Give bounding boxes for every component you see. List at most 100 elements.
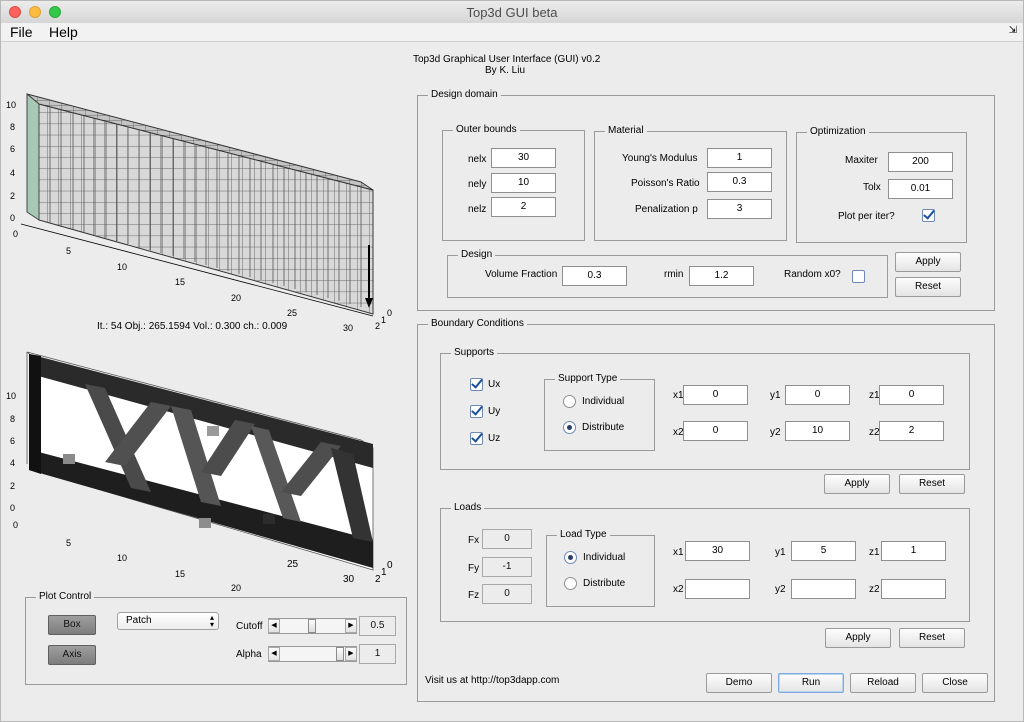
bottom-plot[interactable]: 10 8 6 4 2 0 0 5 10 15 20 — [1, 342, 401, 592]
window-title: Top3d GUI beta — [466, 5, 558, 20]
nely-label: nely — [468, 179, 487, 190]
demo-button[interactable]: Demo — [706, 673, 772, 693]
fz-label: Fz — [468, 590, 480, 601]
rmin-input[interactable]: 1.2 — [689, 266, 754, 286]
load-x1-input[interactable]: 30 — [685, 541, 750, 561]
plot-per-iter-checkbox[interactable] — [922, 209, 935, 222]
y-tick: 4 — [10, 168, 15, 178]
alpha-slider[interactable]: ◀ ▶ — [268, 646, 357, 662]
nely-input[interactable]: 10 — [491, 173, 556, 193]
render-mode-value: Patch — [126, 615, 152, 626]
uz-checkbox[interactable] — [470, 432, 483, 445]
support-z1-label: z1 — [869, 390, 880, 401]
support-individual-label: Individual — [582, 396, 625, 407]
poisson-input[interactable]: 0.3 — [707, 172, 772, 192]
slider-right-arrow-icon[interactable]: ▶ — [345, 647, 357, 661]
outer-bounds-title: Outer bounds — [453, 124, 520, 136]
support-z1-input[interactable]: 0 — [879, 385, 944, 405]
penalization-label: Penalization p — [635, 204, 698, 215]
slider-right-arrow-icon[interactable]: ▶ — [345, 619, 357, 633]
loads-apply-button[interactable]: Apply — [825, 628, 891, 648]
support-distribute-radio[interactable] — [563, 421, 576, 434]
x-tick: 10 — [117, 262, 127, 272]
box-toggle-button[interactable]: Box — [48, 615, 96, 635]
menu-file[interactable]: File — [10, 24, 33, 40]
menu-help[interactable]: Help — [49, 24, 78, 40]
supports-apply-button[interactable]: Apply — [824, 474, 890, 494]
support-y2-label: y2 — [770, 427, 781, 438]
cutoff-slider[interactable]: ◀ ▶ — [268, 618, 357, 634]
render-mode-select[interactable]: Patch ▴ ▾ — [117, 612, 219, 630]
support-individual-radio[interactable] — [563, 395, 576, 408]
nelx-label: nelx — [468, 154, 487, 165]
youngs-input[interactable]: 1 — [707, 148, 772, 168]
load-z1-input[interactable]: 1 — [881, 541, 946, 561]
load-type-panel: Load Type — [546, 529, 655, 607]
minimize-window-icon[interactable] — [29, 6, 41, 18]
load-distribute-radio[interactable] — [564, 577, 577, 590]
x-tick: 15 — [175, 569, 185, 579]
x-tick: 10 — [117, 553, 127, 563]
poisson-label: Poisson's Ratio — [631, 178, 700, 189]
load-distribute-label: Distribute — [583, 578, 626, 589]
y-tick: 0 — [10, 213, 15, 223]
load-y2-input[interactable] — [791, 579, 856, 599]
uz-label: Uz — [488, 433, 501, 444]
dock-arrow-icon[interactable]: ⇲ — [1008, 25, 1017, 36]
uy-checkbox[interactable] — [470, 405, 483, 418]
close-button[interactable]: Close — [922, 673, 988, 693]
load-x2-input[interactable] — [685, 579, 750, 599]
design-domain-title: Design domain — [428, 89, 501, 101]
y-tick: 4 — [10, 458, 15, 468]
y-tick: 2 — [10, 481, 15, 491]
tolx-label: Tolx — [863, 182, 881, 193]
alpha-slider-thumb[interactable] — [336, 647, 344, 661]
z-tick: 2 — [375, 321, 380, 331]
axis-toggle-button[interactable]: Axis — [48, 645, 96, 665]
loads-reset-button[interactable]: Reset — [899, 628, 965, 648]
website-link[interactable]: Visit us at http://top3dapp.com — [425, 675, 560, 686]
ux-checkbox[interactable] — [470, 378, 483, 391]
nelx-input[interactable]: 30 — [491, 148, 556, 168]
volume-fraction-input[interactable]: 0.3 — [562, 266, 627, 286]
support-x1-label: x1 — [673, 390, 684, 401]
load-z1-label: z1 — [869, 547, 880, 558]
load-individual-radio[interactable] — [564, 551, 577, 564]
design-apply-button[interactable]: Apply — [895, 252, 961, 272]
figure-content: Top3d Graphical User Interface (GUI) v0.… — [1, 42, 1023, 721]
slider-left-arrow-icon[interactable]: ◀ — [268, 619, 280, 633]
support-z2-input[interactable]: 2 — [879, 421, 944, 441]
x-tick: 20 — [231, 293, 241, 303]
load-y1-input[interactable]: 5 — [791, 541, 856, 561]
design-reset-button[interactable]: Reset — [895, 277, 961, 297]
y-tick: 2 — [10, 191, 15, 201]
zoom-window-icon[interactable] — [49, 6, 61, 18]
support-type-title: Support Type — [555, 373, 621, 385]
z-tick: 1 — [381, 315, 386, 325]
support-y2-input[interactable]: 10 — [785, 421, 850, 441]
z-tick: 0 — [387, 560, 393, 571]
random-x0-checkbox[interactable] — [852, 270, 865, 283]
cutoff-slider-thumb[interactable] — [308, 619, 316, 633]
run-button[interactable]: Run — [778, 673, 844, 693]
support-x2-input[interactable]: 0 — [683, 421, 748, 441]
supports-reset-button[interactable]: Reset — [899, 474, 965, 494]
reload-button[interactable]: Reload — [850, 673, 916, 693]
material-title: Material — [605, 125, 647, 137]
load-z2-input[interactable] — [881, 579, 946, 599]
penalization-input[interactable]: 3 — [707, 199, 772, 219]
supports-title: Supports — [451, 347, 498, 359]
topology-structure — [29, 354, 373, 568]
close-window-icon[interactable] — [9, 6, 21, 18]
top-plot[interactable]: 10 8 6 4 2 0 0 5 10 15 20 25 30 0 1 2 — [1, 90, 401, 340]
nelz-input[interactable]: 2 — [491, 197, 556, 217]
x-tick: 25 — [287, 559, 299, 570]
slider-left-arrow-icon[interactable]: ◀ — [268, 647, 280, 661]
tolx-input[interactable]: 0.01 — [888, 179, 953, 199]
rmin-label: rmin — [664, 269, 684, 280]
support-x1-input[interactable]: 0 — [683, 385, 748, 405]
boundary-conditions-title: Boundary Conditions — [428, 318, 527, 330]
origin-label: 0 — [13, 229, 18, 239]
maxiter-input[interactable]: 200 — [888, 152, 953, 172]
support-y1-input[interactable]: 0 — [785, 385, 850, 405]
